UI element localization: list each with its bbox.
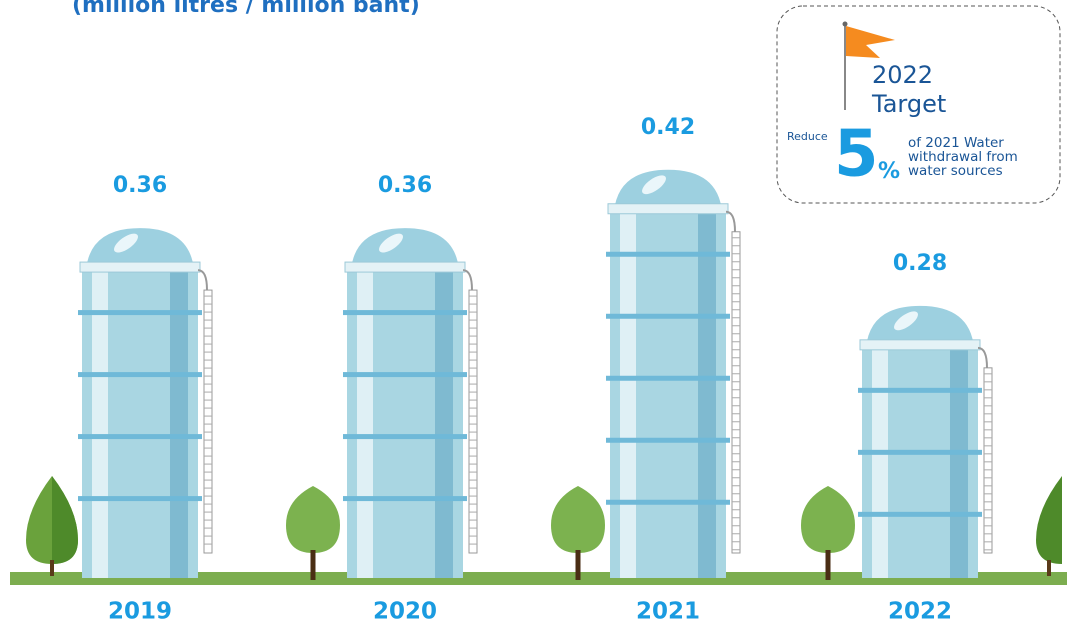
tank <box>343 228 478 578</box>
tree <box>801 486 855 553</box>
tank-dome <box>86 228 194 271</box>
tree-trunk <box>825 550 831 580</box>
value-label: 0.36 <box>378 173 432 198</box>
tree-trunk <box>310 550 316 580</box>
tank-band <box>343 496 467 502</box>
ladder-pipe <box>725 210 736 232</box>
target-value: 5 <box>834 118 879 192</box>
tank-band <box>606 499 730 505</box>
flag-knob <box>842 21 848 27</box>
ladder <box>468 289 478 554</box>
tank-rail <box>607 203 729 215</box>
ladder-pipe <box>462 269 473 291</box>
ladder <box>983 367 993 554</box>
tree-trunk <box>1047 560 1051 576</box>
tank <box>858 305 993 578</box>
target-unit: % <box>878 159 900 184</box>
ladder-pipe <box>977 346 988 368</box>
tank-band <box>606 437 730 443</box>
tank-shine <box>114 233 138 253</box>
tank-dome <box>351 228 459 271</box>
value-label: 0.36 <box>113 173 167 198</box>
tree <box>286 486 340 553</box>
tank-highlight <box>872 347 888 578</box>
tank <box>78 228 213 578</box>
tree-trunk <box>50 560 54 576</box>
tree <box>551 486 605 553</box>
tank-shadow <box>170 270 188 578</box>
target-prefix: Reduce <box>787 130 828 143</box>
tank-band <box>78 434 202 440</box>
tank-shadow <box>698 211 716 578</box>
tank-highlight <box>92 270 108 578</box>
tank-band <box>858 511 982 517</box>
flag <box>846 26 895 58</box>
tank-highlight <box>620 211 636 578</box>
tree-shade <box>52 476 78 564</box>
ladder <box>731 231 741 554</box>
tank-band <box>78 372 202 378</box>
x-tick-label: 2019 <box>108 599 172 625</box>
x-tick-label: 2022 <box>888 599 952 625</box>
target-text: water sources <box>908 163 1003 179</box>
tank-band <box>606 313 730 319</box>
tank-shine <box>642 175 666 195</box>
ground <box>10 572 1067 585</box>
tank <box>606 169 741 578</box>
tank-highlight <box>357 270 373 578</box>
tank-dome <box>866 305 974 348</box>
chart-title: (million litres / million baht) <box>72 0 420 18</box>
tank-rail <box>344 261 466 273</box>
tank-band <box>343 434 467 440</box>
tree-trunk <box>575 550 581 580</box>
trees <box>26 476 1062 576</box>
target-text: of 2021 Water <box>908 135 1004 151</box>
target-text: withdrawal from <box>908 149 1018 165</box>
target-label: Target <box>871 90 946 118</box>
tank-shine <box>894 311 918 331</box>
tank-rail <box>79 261 201 273</box>
target-frame <box>776 5 1061 204</box>
target-year: 2022 <box>872 61 933 89</box>
tank-band <box>606 251 730 257</box>
ladder-pipe <box>197 269 208 291</box>
x-tick-label: 2020 <box>373 599 437 625</box>
tank-shadow <box>950 347 968 578</box>
tank-band <box>606 375 730 381</box>
value-label: 0.42 <box>641 115 695 140</box>
tank-band <box>858 449 982 455</box>
tank-band <box>343 372 467 378</box>
tank-band <box>343 310 467 316</box>
tank-rail <box>859 339 981 351</box>
target-box: 2022 Target Reduce 5 % of 2021 Water wit… <box>776 5 1061 204</box>
x-tick-label: 2021 <box>636 599 700 625</box>
tank-dome <box>614 169 722 212</box>
value-label: 0.28 <box>893 251 947 276</box>
ladder <box>203 289 213 554</box>
tank-shadow <box>435 270 453 578</box>
tank-shine <box>379 233 403 253</box>
tank-band <box>858 387 982 393</box>
tree <box>1036 476 1062 564</box>
tank-band <box>78 496 202 502</box>
tank-band <box>78 310 202 316</box>
